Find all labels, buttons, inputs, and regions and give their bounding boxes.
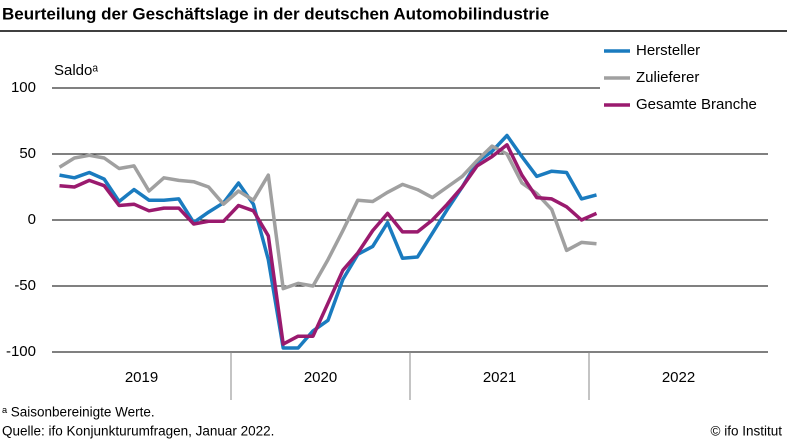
legend-label: Gesamte Branche: [636, 96, 757, 113]
x-tick-label: 2020: [304, 369, 337, 386]
data-line: [59, 143, 598, 346]
x-tick-label: 2021: [483, 369, 516, 386]
x-tick-label: 2022: [662, 369, 695, 386]
legend-background: [600, 38, 787, 118]
y-tick-label: 0: [28, 211, 36, 228]
chart-title: Beurteilung der Geschäftslage in der deu…: [2, 4, 549, 23]
data-line: [58, 144, 597, 291]
y-axis-label: Saldoᵃ: [54, 62, 98, 79]
footnote: ᵃ Saisonbereinigte Werte.: [2, 405, 155, 420]
x-tick-label: 2019: [125, 369, 158, 386]
y-tick-label: 100: [11, 79, 36, 96]
y-tick-label: -100: [6, 343, 36, 360]
data-line: [59, 133, 597, 350]
y-tick-label: 50: [19, 145, 36, 162]
y-tick-label: -50: [14, 277, 36, 294]
credit: © ifo Institut: [711, 424, 783, 439]
legend-label: Zulieferer: [636, 69, 699, 86]
legend-label: Hersteller: [636, 42, 700, 59]
source: Quelle: ifo Konjunkturumfragen, Januar 2…: [2, 424, 274, 439]
